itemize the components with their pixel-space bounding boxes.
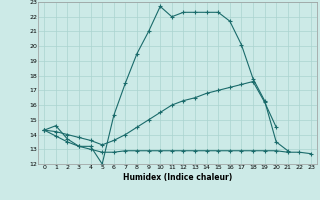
X-axis label: Humidex (Indice chaleur): Humidex (Indice chaleur) (123, 173, 232, 182)
